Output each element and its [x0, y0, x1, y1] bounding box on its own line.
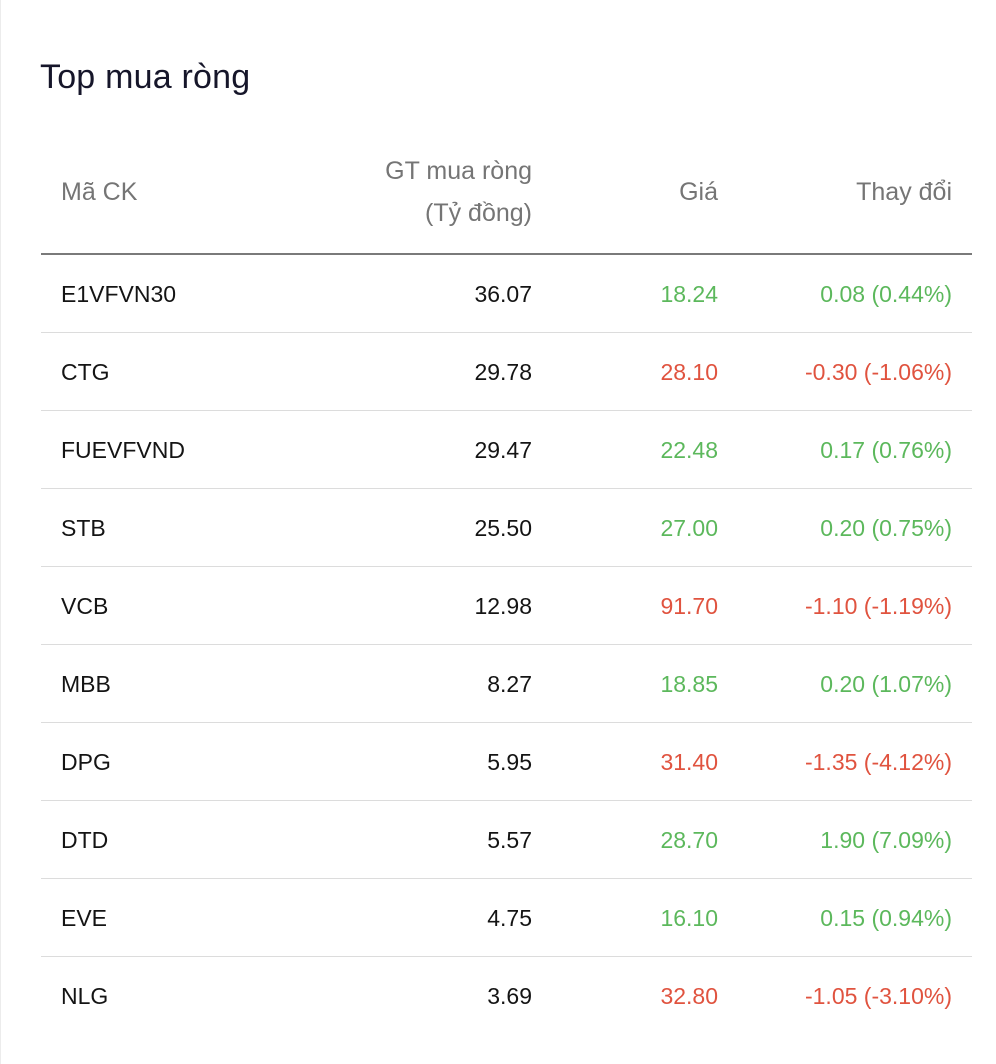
- price-cell: 28.70: [660, 827, 718, 853]
- table-row[interactable]: E1VFVN30 36.07 18.24 0.08 (0.44%): [41, 255, 972, 333]
- symbol-cell[interactable]: CTG: [61, 359, 110, 385]
- symbol-cell[interactable]: MBB: [61, 671, 111, 697]
- price-cell: 22.48: [660, 437, 718, 463]
- net-value-cell: 25.50: [474, 515, 532, 541]
- table-row[interactable]: FUEVFVND 29.47 22.48 0.17 (0.76%): [41, 411, 972, 489]
- price-cell: 18.85: [660, 671, 718, 697]
- price-cell: 16.10: [660, 905, 718, 931]
- price-cell: 18.24: [660, 281, 718, 307]
- header-price: Giá: [679, 178, 718, 206]
- header-net-value-line2: (Tỷ đồng): [425, 199, 532, 227]
- table-row[interactable]: DTD 5.57 28.70 1.90 (7.09%): [41, 801, 972, 879]
- table-row[interactable]: MBB 8.27 18.85 0.20 (1.07%): [41, 645, 972, 723]
- net-value-cell: 29.78: [474, 359, 532, 385]
- symbol-cell[interactable]: EVE: [61, 905, 108, 931]
- price-cell: 28.10: [660, 359, 718, 385]
- symbol-cell[interactable]: FUEVFVND: [61, 437, 185, 463]
- price-cell: 31.40: [660, 749, 718, 775]
- price-cell: 91.70: [660, 593, 718, 619]
- net-value-cell: 36.07: [474, 281, 532, 307]
- table-row[interactable]: NLG 3.69 32.80 -1.05 (-3.10%): [41, 957, 972, 1035]
- header-net-value: GT mua ròng (Tỷ đồng): [385, 150, 532, 234]
- change-cell: -1.35 (-4.12%): [804, 749, 952, 775]
- header-net-value-line1: GT mua ròng: [385, 157, 532, 185]
- symbol-cell[interactable]: STB: [61, 515, 106, 541]
- net-value-cell: 8.27: [487, 671, 532, 697]
- table-row[interactable]: STB 25.50 27.00 0.20 (0.75%): [41, 489, 972, 567]
- change-cell: 0.20 (0.75%): [820, 515, 952, 541]
- change-cell: -1.10 (-1.19%): [804, 593, 952, 619]
- table-body: E1VFVN30 36.07 18.24 0.08 (0.44%) CTG 29…: [41, 255, 972, 1035]
- card-title: Top mua ròng: [40, 58, 251, 96]
- table-row[interactable]: EVE 4.75 16.10 0.15 (0.94%): [41, 879, 972, 957]
- change-cell: -0.30 (-1.06%): [804, 359, 952, 385]
- net-buy-table: Mã CK GT mua ròng (Tỷ đồng) Giá Thay đổi…: [41, 138, 972, 1035]
- symbol-cell[interactable]: NLG: [61, 983, 109, 1009]
- net-value-cell: 12.98: [474, 593, 532, 619]
- change-cell: 1.90 (7.09%): [820, 827, 952, 853]
- table-row[interactable]: CTG 29.78 28.10 -0.30 (-1.06%): [41, 333, 972, 411]
- symbol-cell[interactable]: DPG: [61, 749, 111, 775]
- net-value-cell: 29.47: [474, 437, 532, 463]
- change-cell: 0.20 (1.07%): [820, 671, 952, 697]
- symbol-cell[interactable]: VCB: [61, 593, 109, 619]
- header-change: Thay đổi: [856, 178, 952, 206]
- net-value-cell: 4.75: [487, 905, 532, 931]
- net-value-cell: 3.69: [487, 983, 532, 1009]
- symbol-cell[interactable]: DTD: [61, 827, 109, 853]
- change-cell: 0.17 (0.76%): [820, 437, 952, 463]
- table-row[interactable]: DPG 5.95 31.40 -1.35 (-4.12%): [41, 723, 972, 801]
- table-header: Mã CK GT mua ròng (Tỷ đồng) Giá Thay đổi: [41, 138, 972, 255]
- change-cell: 0.15 (0.94%): [820, 905, 952, 931]
- header-symbol: Mã CK: [61, 178, 138, 206]
- change-cell: -1.05 (-3.10%): [804, 983, 952, 1009]
- table-row[interactable]: VCB 12.98 91.70 -1.10 (-1.19%): [41, 567, 972, 645]
- symbol-cell[interactable]: E1VFVN30: [61, 281, 177, 307]
- price-cell: 32.80: [660, 983, 718, 1009]
- net-value-cell: 5.95: [487, 749, 532, 775]
- net-value-cell: 5.57: [487, 827, 532, 853]
- price-cell: 27.00: [660, 515, 718, 541]
- change-cell: 0.08 (0.44%): [820, 281, 952, 307]
